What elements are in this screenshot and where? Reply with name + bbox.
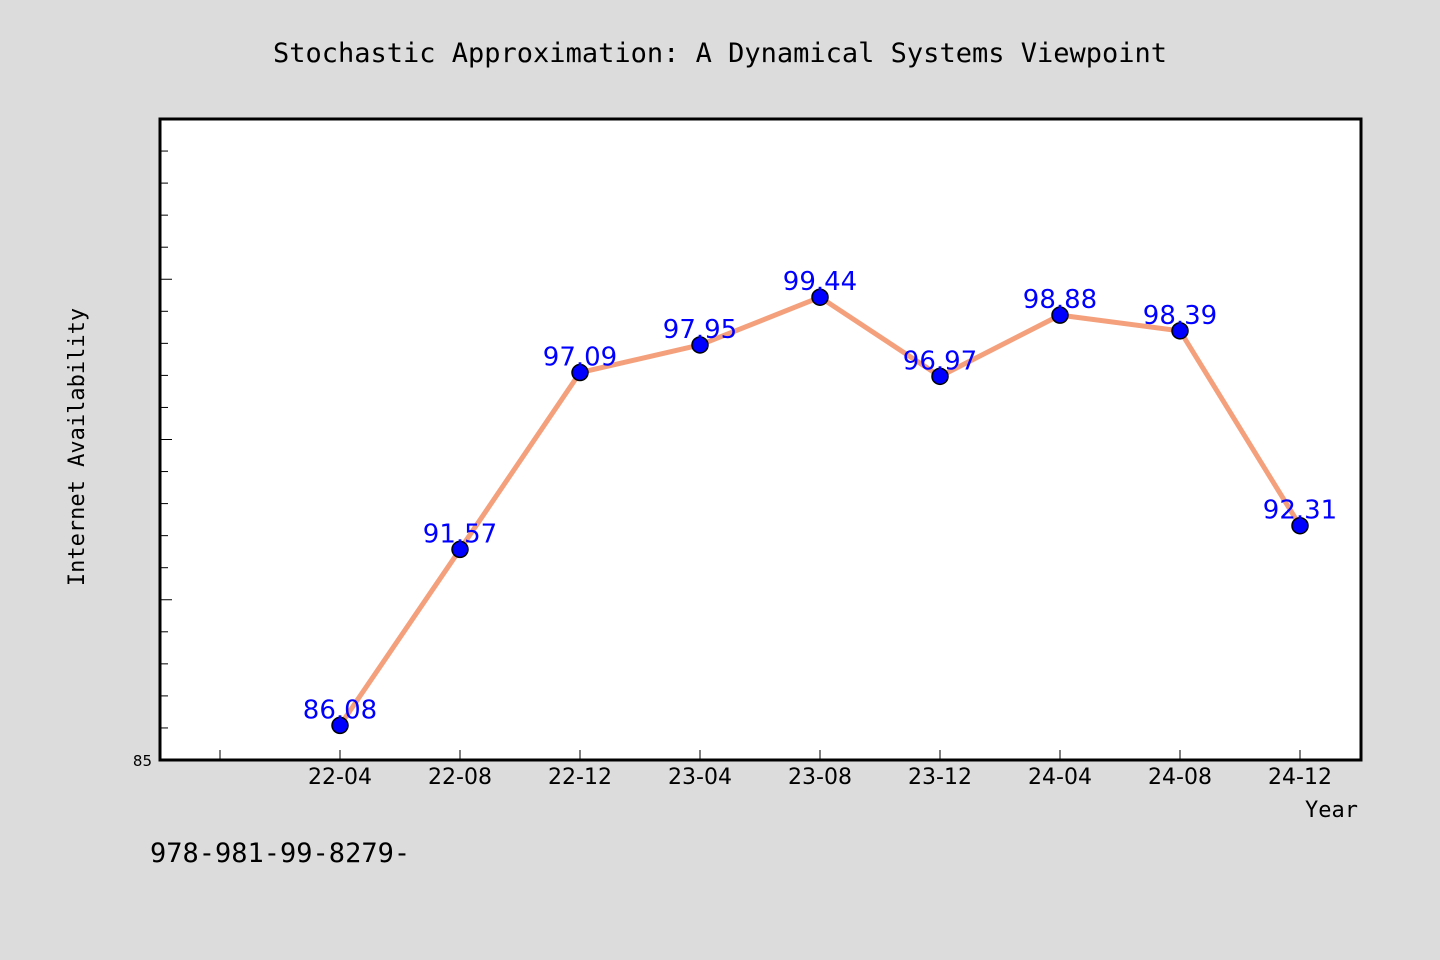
x-axis-label: Year (1305, 798, 1358, 823)
data-label: 98.88 (1023, 285, 1097, 315)
y-axis-ticks (160, 150, 172, 729)
data-label: 92.31 (1263, 496, 1337, 526)
data-point (451, 540, 469, 559)
chart-title: Stochastic Approximation: A Dynamical Sy… (273, 38, 1167, 69)
data-point (331, 716, 349, 735)
data-label: 91.57 (423, 519, 497, 549)
data-point (1051, 306, 1069, 324)
data-point (811, 288, 829, 306)
x-tick-label: 24-12 (1268, 765, 1332, 790)
data-label: 97.95 (663, 315, 737, 345)
x-tick-label: 22-12 (548, 765, 612, 790)
data-label: 96.97 (903, 346, 977, 376)
y-axis-label: Internet Availability (65, 308, 90, 586)
data-label: 97.09 (543, 343, 617, 373)
data-label: 99.44 (783, 267, 857, 297)
data-point (1171, 322, 1189, 340)
data-point (691, 336, 709, 354)
plot-area (158, 117, 1363, 762)
x-tick-label: 24-08 (1148, 765, 1212, 790)
series-markers (331, 288, 1309, 735)
x-axis-tick-labels: 22-04 22-08 22-12 23-04 23-08 23-12 24-04 24-08… (308, 765, 1332, 790)
data-point (931, 367, 949, 386)
x-axis-ticks (219, 750, 1301, 760)
data-point (571, 363, 589, 382)
x-tick-label: 23-04 (668, 765, 732, 790)
x-tick-label: 22-08 (428, 765, 492, 790)
x-tick-label: 22-04 (308, 765, 372, 790)
x-tick-label: 23-08 (788, 765, 852, 790)
x-tick-label: 23-12 (908, 765, 972, 790)
data-label: 86.08 (303, 695, 377, 725)
data-label: 98.39 (1143, 301, 1217, 331)
y-tick-label-min: 85 (133, 752, 152, 770)
footer-text: 978-981-99-8279- (150, 838, 410, 869)
data-point (1291, 516, 1309, 535)
data-labels: 86.08 91.57 97.09 97.95 99.44 96.97 98.88 98.39… (303, 267, 1337, 725)
x-tick-label: 24-04 (1028, 765, 1092, 790)
